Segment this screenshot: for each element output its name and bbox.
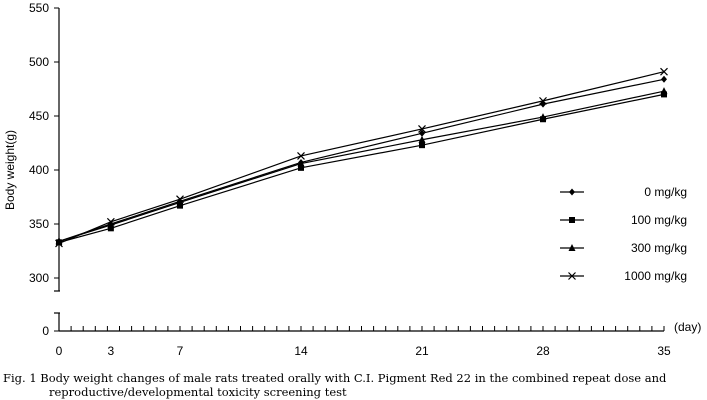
x-tick-label: 3 bbox=[108, 344, 115, 358]
square-marker bbox=[419, 142, 425, 149]
y-tick-label: 400 bbox=[29, 163, 49, 177]
triangle-marker bbox=[660, 87, 668, 95]
y-tick-label: 0 bbox=[42, 324, 49, 338]
y-tick-label: 300 bbox=[29, 271, 49, 285]
legend-label: 0 mg/kg bbox=[644, 185, 687, 199]
x-marker bbox=[568, 272, 576, 280]
triangle-marker bbox=[176, 198, 184, 206]
y-tick-label: 500 bbox=[29, 55, 49, 69]
triangle-marker bbox=[418, 135, 426, 143]
y-axis-label: Body weight(g) bbox=[3, 130, 17, 210]
triangle-marker bbox=[297, 159, 305, 167]
diamond-marker bbox=[661, 75, 667, 83]
x-tick-label: 0 bbox=[56, 344, 63, 358]
y-tick-label: 350 bbox=[29, 217, 49, 231]
x-marker bbox=[418, 125, 426, 133]
triangle-marker bbox=[107, 221, 115, 229]
diamond-marker bbox=[569, 188, 575, 196]
x-marker bbox=[106, 217, 115, 226]
y-tick-label: 550 bbox=[29, 1, 49, 15]
triangle-marker bbox=[539, 113, 547, 121]
x-marker bbox=[176, 195, 184, 204]
x-marker bbox=[660, 67, 668, 76]
series-100-mg-kg bbox=[56, 91, 667, 246]
axes: 0 300 350 400 450 500 550 0 3 7 14 21 28 35 bbox=[29, 1, 671, 358]
x-tick-label: 7 bbox=[177, 344, 184, 358]
square-marker bbox=[298, 164, 304, 171]
square-marker bbox=[661, 91, 667, 98]
series-300-mg-kg bbox=[55, 87, 668, 245]
triangle-marker bbox=[568, 244, 576, 251]
series-1000-mg-kg bbox=[55, 67, 668, 248]
series-group bbox=[55, 67, 668, 248]
y-tick-label: 450 bbox=[29, 109, 49, 123]
legend: 0 mg/kg 100 mg/kg 300 mg/kg 1000 mg/kg bbox=[560, 185, 687, 283]
legend-label: 300 mg/kg bbox=[631, 241, 687, 255]
x-tick-label: 14 bbox=[294, 344, 308, 358]
figure-caption-line2: reproductive/developmental toxicity scre… bbox=[49, 385, 347, 399]
square-marker bbox=[177, 202, 183, 209]
diamond-marker bbox=[419, 129, 425, 137]
figure-caption-line1: Fig. 1 Body weight changes of male rats … bbox=[3, 371, 667, 385]
series-line bbox=[58, 78, 665, 242]
x-marker bbox=[297, 152, 305, 160]
x-tick-label: 28 bbox=[536, 344, 550, 358]
x-tick-label: 35 bbox=[657, 344, 671, 358]
x-axis-label: (day) bbox=[674, 320, 701, 334]
x-tick-label: 21 bbox=[415, 344, 429, 358]
legend-label: 100 mg/kg bbox=[631, 213, 687, 227]
square-marker bbox=[107, 225, 114, 232]
square-marker bbox=[569, 217, 575, 223]
x-marker bbox=[55, 239, 63, 248]
x-marker bbox=[539, 96, 547, 105]
legend-label: 1000 mg/kg bbox=[624, 269, 687, 283]
